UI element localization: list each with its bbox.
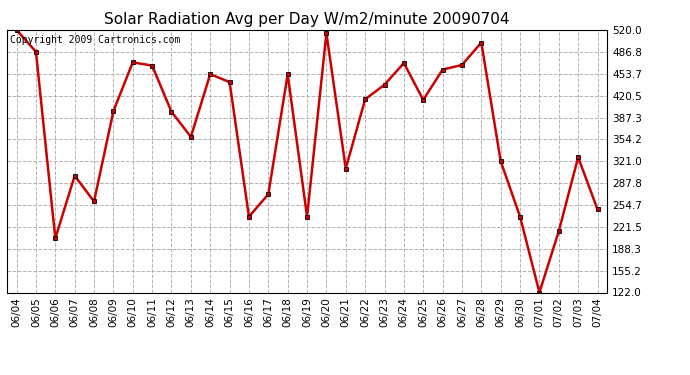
Title: Solar Radiation Avg per Day W/m2/minute 20090704: Solar Radiation Avg per Day W/m2/minute …	[104, 12, 510, 27]
Text: Copyright 2009 Cartronics.com: Copyright 2009 Cartronics.com	[10, 35, 180, 45]
